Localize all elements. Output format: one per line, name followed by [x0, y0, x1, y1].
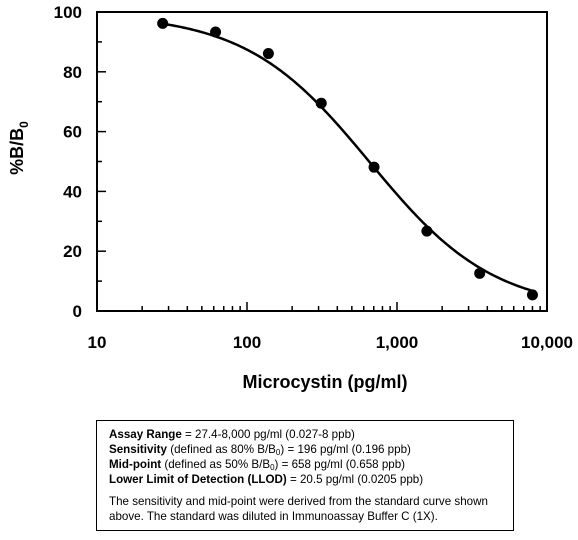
midpoint-value: ) = 658 pg/ml (0.658 ppb): [274, 458, 406, 471]
y-tick-label: 0: [73, 302, 82, 321]
chart-axes: [96, 11, 548, 312]
midpoint-line: Mid-point (defined as 50% B/B0) = 658 pg…: [109, 457, 503, 472]
assay-range-value: = 27.4-8,000 pg/ml (0.027-8 ppb): [181, 428, 355, 441]
y-tick-label: 60: [63, 123, 82, 142]
y-tick-label: 80: [63, 63, 82, 82]
derivation-note: The sensitivity and mid-point were deriv…: [109, 495, 488, 523]
data-point: [157, 17, 169, 29]
midpoint-subscript: 0: [270, 463, 275, 472]
plot-frame: [96, 11, 548, 312]
x-axis-title: Microcystin (pg/ml): [242, 372, 407, 392]
y-tick-label: 20: [63, 242, 82, 261]
fitted-curve: [162, 22, 533, 293]
fitted-curve-layer: [162, 22, 533, 293]
assay-range-label: Assay Range: [109, 428, 182, 441]
sensitivity-label: Sensitivity: [109, 443, 167, 456]
data-point: [421, 225, 433, 237]
tick-labels-layer: 10 100 1,000 10,000 0 20 40 60 80 100: [54, 3, 573, 352]
standard-curve-chart: 10 100 1,000 10,000 0 20 40 60 80 100 Microcystin…: [7, 3, 573, 392]
y-axis-title: %B/B0: [7, 121, 31, 175]
x-tick-label: 100: [233, 333, 261, 352]
data-point: [315, 97, 327, 109]
data-point: [368, 161, 380, 173]
llod-value: = 20.5 pg/ml (0.0205 ppb): [286, 473, 424, 486]
y-tick-label: 100: [54, 3, 82, 22]
assay-info-box: Assay Range = 27.4-8,000 pg/ml (0.027-8 …: [96, 420, 514, 531]
y-axis-title-subscript: 0: [17, 121, 31, 128]
sensitivity-value: ) = 196 pg/ml (0.196 ppb): [280, 443, 411, 456]
sensitivity-definition: (defined as 80% B/B: [167, 443, 276, 456]
x-tick-label: 10,000: [521, 333, 573, 352]
midpoint-definition: (defined as 50% B/B: [161, 458, 271, 471]
data-point: [526, 289, 538, 301]
data-point: [210, 26, 222, 38]
x-tick-label: 10: [88, 333, 107, 352]
midpoint-label: Mid-point: [109, 458, 162, 471]
llod-line: Lower Limit of Detection (LLOD) = 20.5 p…: [109, 472, 503, 487]
y-tick-label: 40: [63, 182, 82, 201]
x-tick-label: 1,000: [376, 333, 419, 352]
y-axis-title-main: %B/B: [7, 128, 27, 175]
assay-range-line: Assay Range = 27.4-8,000 pg/ml (0.027-8 …: [109, 427, 503, 442]
sensitivity-line: Sensitivity (defined as 80% B/B0) = 196 …: [109, 442, 503, 457]
llod-label: Lower Limit of Detection (LLOD): [109, 473, 287, 486]
data-points-layer: [157, 17, 538, 301]
sensitivity-subscript: 0: [275, 448, 281, 457]
data-point: [474, 267, 486, 279]
data-point: [262, 48, 274, 60]
